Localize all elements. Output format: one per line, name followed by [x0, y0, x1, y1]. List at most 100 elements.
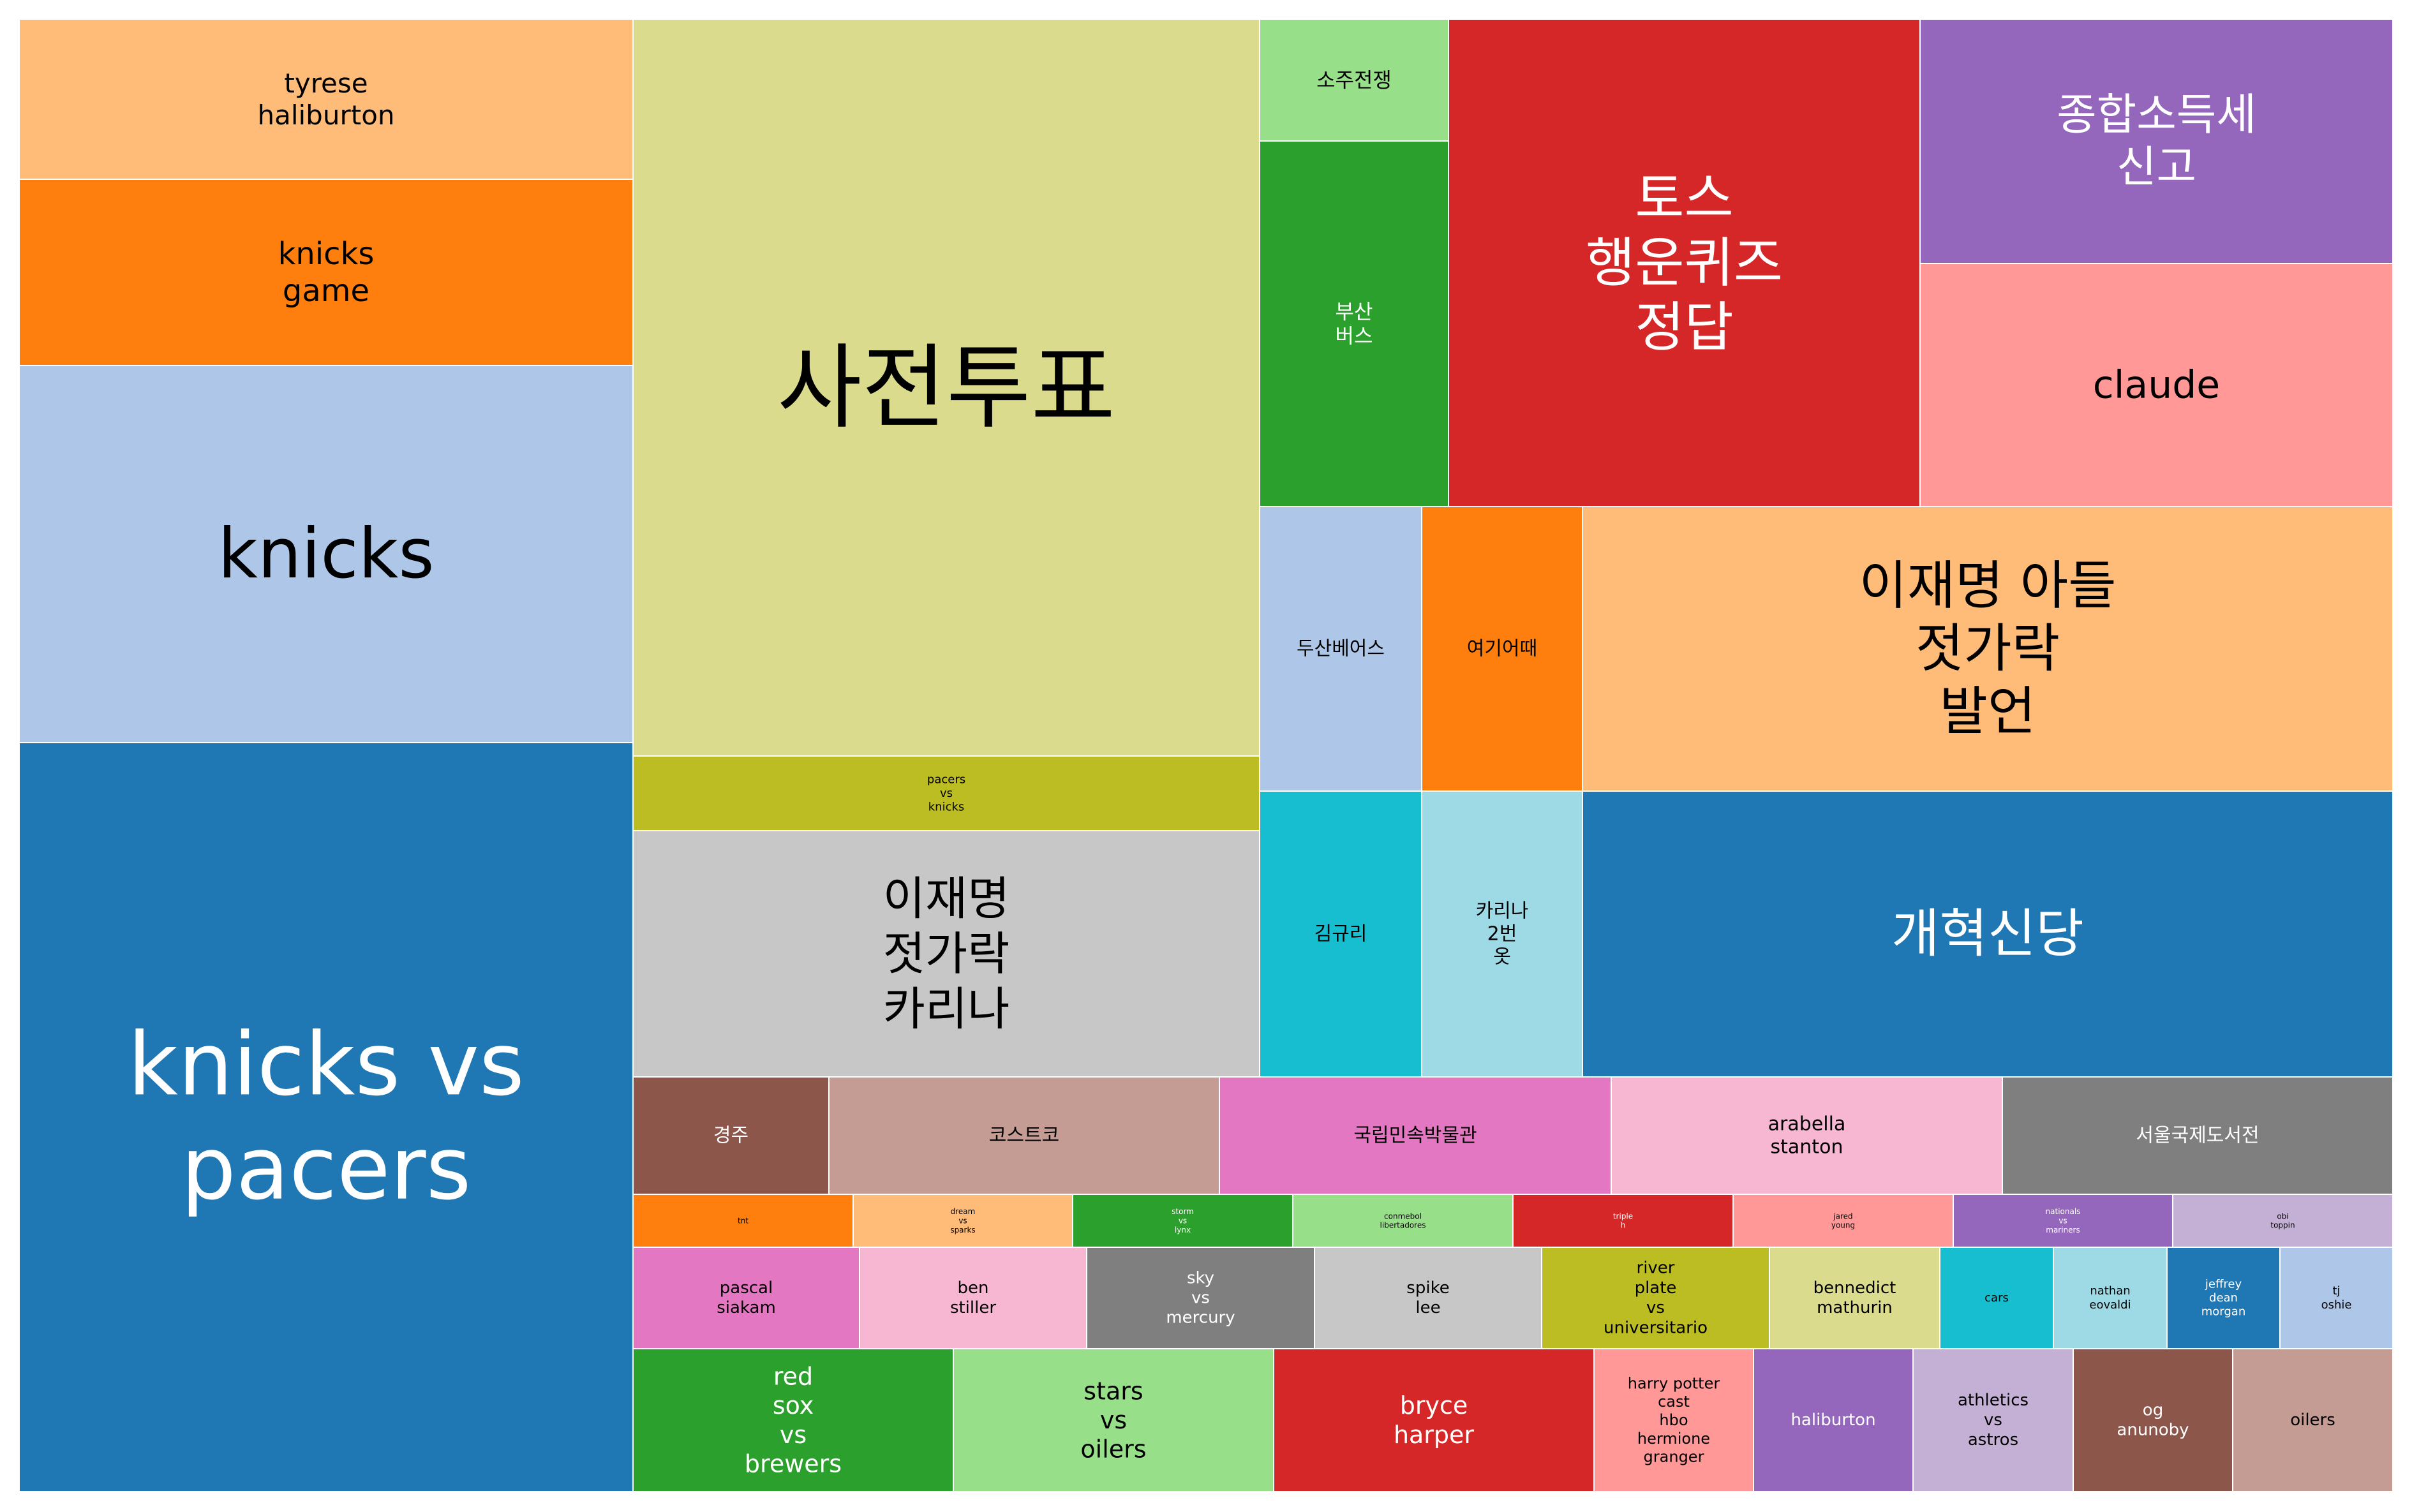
treemap-tile-rect [953, 1348, 1274, 1492]
treemap-tile-ben-stiller: ben stiller [859, 1247, 1087, 1349]
treemap-tile-label: oilers [2290, 1411, 2335, 1430]
treemap-tile-label: harry potter cast hbo hermione granger [1628, 1374, 1720, 1465]
treemap-tile-tj-oshie: tj oshie [2279, 1247, 2393, 1349]
treemap-tile-카리나-2번-옷: 카리나 2번 옷 [1421, 790, 1583, 1078]
treemap-tile-tyrese-haliburton: tyrese haliburton [19, 19, 634, 180]
treemap-tile-label-line: harper [1394, 1421, 1474, 1449]
treemap-tile-rect [632, 1348, 954, 1492]
treemap-tile-label: nathan eovaldi [2089, 1284, 2131, 1312]
treemap-tile-label-line: vs [958, 1217, 967, 1226]
treemap-tile-knicks: knicks [19, 365, 634, 743]
treemap-tile-river-plate-vs-universitario: river plate vs universitario [1541, 1247, 1770, 1349]
treemap-tile-label-line: tyrese [284, 68, 368, 99]
treemap-tile-label-line: dean [2209, 1291, 2238, 1305]
treemap-tile-label: cars [1984, 1291, 2009, 1305]
treemap-tile-label: jeffrey dean morgan [2201, 1277, 2246, 1318]
treemap-tile-label: nationals vs mariners [2046, 1207, 2081, 1234]
treemap-tile-stars-vs-oilers: stars vs oilers [953, 1348, 1274, 1492]
treemap-tile-label-line: mercury [1166, 1308, 1235, 1328]
treemap-tile-rect [1939, 1247, 2054, 1349]
treemap-tile-triple-h: triple h [1512, 1194, 1734, 1248]
treemap-tile-label: dream vs sparks [950, 1207, 975, 1234]
treemap-tile-rect [1919, 263, 2393, 507]
treemap-tile-rect [2232, 1348, 2393, 1492]
treemap-tile-label-line: 젓가락 [1916, 619, 2060, 679]
treemap-tile-label: storm vs lynx [1172, 1207, 1194, 1234]
treemap-tile-label-line: vs [1984, 1411, 2002, 1430]
treemap-tile-rect [1582, 506, 2393, 792]
treemap-tile-pacers-vs-knicks: pacers vs knicks [632, 755, 1260, 831]
treemap-tile-label-line: 신고 [2117, 142, 2196, 193]
treemap-tile-label: bryce harper [1394, 1391, 1474, 1449]
treemap-tile-label-line: morgan [2201, 1305, 2246, 1319]
treemap-tile-obi-toppin: obi toppin [2172, 1194, 2393, 1248]
treemap-tile-여기어때: 여기어때 [1421, 506, 1583, 792]
treemap-tile-nationals-vs-mariners: nationals vs mariners [1953, 1194, 2173, 1248]
treemap-tile-rect [1611, 1076, 2003, 1195]
treemap-tile-label: conmebol libertadores [1380, 1212, 1426, 1229]
treemap-tile-rect [1541, 1247, 1770, 1349]
treemap-tile-label-line: granger [1644, 1448, 1704, 1466]
treemap-tile-bennedict-mathurin: bennedict mathurin [1769, 1247, 1940, 1349]
treemap-tile-label-line: lee [1415, 1298, 1440, 1317]
treemap-tile-label: ben stiller [950, 1279, 996, 1317]
treemap-tile-jeffrey-dean-morgan: jeffrey dean morgan [2166, 1247, 2281, 1349]
treemap-tile-label-line: hbo [1659, 1411, 1688, 1429]
treemap-tile-label-line: nationals [2046, 1207, 2081, 1216]
treemap-tile-label-line: 코스트코 [989, 1125, 1059, 1147]
treemap-tile-bryce-harper: bryce harper [1273, 1348, 1595, 1492]
treemap-tile-label-line: knicks [928, 801, 965, 814]
treemap-tile-label-line: river [1637, 1259, 1675, 1278]
treemap-tile-rect [1953, 1194, 2173, 1248]
treemap-tile-label-line: tj [2332, 1284, 2340, 1298]
treemap-tile-사전투표: 사전투표 [632, 19, 1260, 757]
treemap-tile-rect [19, 742, 634, 1492]
treemap-tile-label-line: 이재명 아들 [1859, 556, 2116, 616]
treemap-tile-rect [852, 1194, 1073, 1248]
treemap-tile-rect [1421, 506, 1583, 792]
treemap-tile-label-line: storm [1172, 1207, 1194, 1216]
treemap-tile-label-line: athletics [1958, 1391, 2029, 1410]
treemap-tile-athletics-vs-astros: athletics vs astros [1912, 1348, 2074, 1492]
treemap-tile-rect [1273, 1348, 1595, 1492]
treemap-tile-label: river plate vs universitario [1604, 1259, 1708, 1338]
treemap-tile-rect [828, 1076, 1220, 1195]
treemap-tile-label-line: haliburton [1790, 1411, 1875, 1430]
treemap-tile-label: triple h [1613, 1212, 1633, 1229]
treemap-tile-rect [1912, 1348, 2074, 1492]
treemap-tile-spike-lee: spike lee [1314, 1247, 1542, 1349]
treemap-tile-서울국제도서전: 서울국제도서전 [2002, 1076, 2393, 1195]
treemap-tile-rect [19, 365, 634, 743]
treemap-tile-rect [1919, 19, 2393, 264]
treemap-tile-label: tnt [738, 1217, 748, 1226]
treemap-tile-label: 개혁신당 [1891, 904, 2084, 965]
treemap-tile-label: knicks [218, 514, 434, 594]
treemap-tile-label-line: vs [940, 787, 953, 800]
treemap-tile-label: athletics vs astros [1958, 1391, 2029, 1449]
treemap-tile-label-line: jared [1833, 1212, 1852, 1220]
treemap-tile-label-line: knicks [218, 514, 434, 594]
treemap-tile-label: pacers vs knicks [927, 773, 965, 813]
treemap-tile-label-line: 경주 [713, 1125, 748, 1147]
treemap-tile-label-line: 카리나 [883, 982, 1010, 1035]
treemap-tile-label-line: mathurin [1817, 1298, 1893, 1317]
treemap-tile-rect [632, 755, 1260, 831]
treemap-tile-label: pascal siakam [717, 1279, 776, 1317]
treemap-tile-토스-행운퀴즈-정답: 토스 행운퀴즈 정답 [1448, 19, 1921, 507]
treemap-tile-jared-young: jared young [1732, 1194, 1954, 1248]
treemap-tile-label-line: claude [2093, 363, 2220, 408]
treemap-tile-소주전쟁: 소주전쟁 [1259, 19, 1449, 142]
treemap-tile-label: 코스트코 [989, 1125, 1059, 1147]
treemap-tile-dream-vs-sparks: dream vs sparks [852, 1194, 1073, 1248]
treemap-tile-rect [632, 830, 1260, 1078]
treemap-tile-label-line: cast [1658, 1393, 1690, 1411]
treemap-tile-label: arabella stanton [1768, 1113, 1846, 1159]
treemap-tile-label-line: harry potter [1628, 1374, 1720, 1392]
treemap-tile-label-line: 버스 [1336, 324, 1373, 348]
treemap-tile-label-line: 이재명 [883, 872, 1010, 926]
treemap-tile-label-line: pacers [181, 1119, 472, 1220]
treemap-tile-label: tyrese haliburton [257, 68, 394, 131]
treemap-tile-label-line: 옷 [1493, 946, 1511, 968]
treemap-tile-label-line: jeffrey [2205, 1277, 2242, 1291]
treemap-tile-knicks-vs-pacers: knicks vs pacers [19, 742, 634, 1492]
